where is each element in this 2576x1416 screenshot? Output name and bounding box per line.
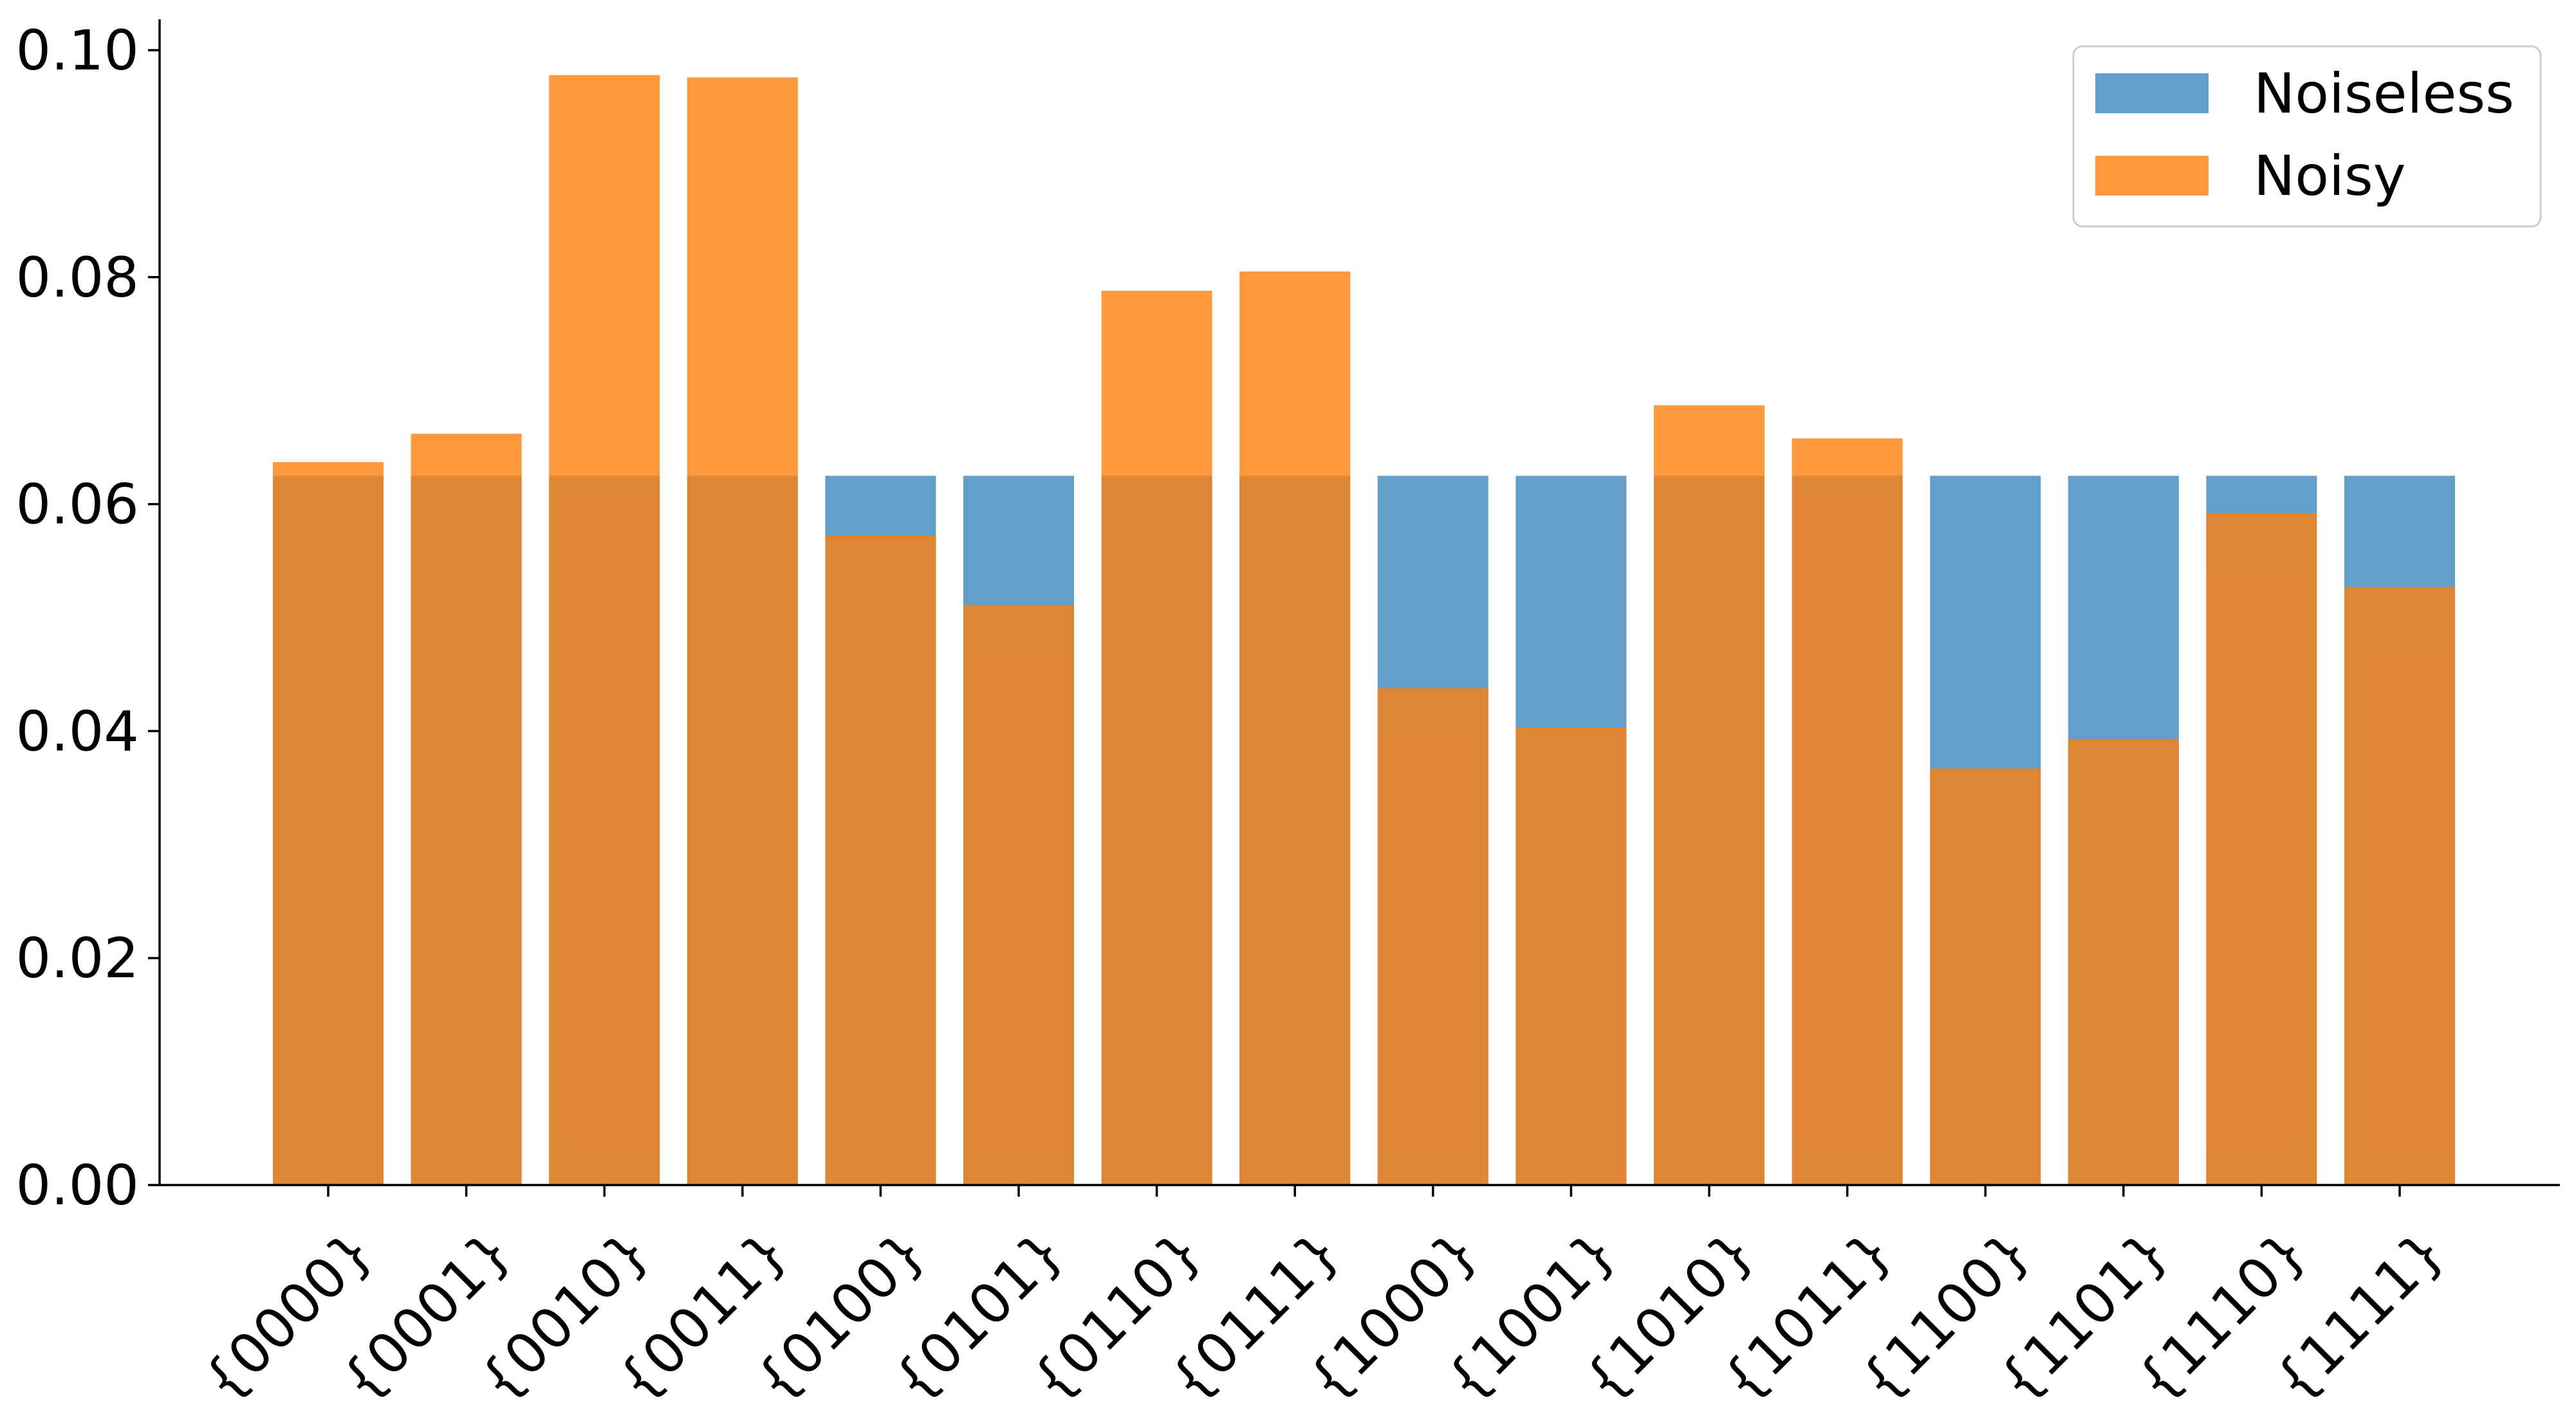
bar-noisy-8	[1377, 688, 1488, 1185]
bar-noisy-11	[1792, 438, 1903, 1185]
legend-swatch-noisy	[2095, 156, 2209, 196]
bar-noisy-15	[2344, 587, 2455, 1185]
legend-swatch-noiseless	[2095, 73, 2209, 113]
y-tick-label: 0.08	[16, 246, 139, 310]
bar-noisy-12	[1930, 768, 2041, 1185]
series-noisy	[273, 75, 2455, 1186]
bar-noisy-5	[963, 605, 1074, 1185]
legend-label-noisy: Noisy	[2254, 144, 2406, 208]
y-tick-label: 0.06	[16, 473, 139, 537]
bar-noisy-6	[1101, 291, 1212, 1185]
legend: Noiseless Noisy	[2072, 45, 2542, 228]
y-tick-label: 0.02	[16, 926, 139, 991]
bar-noisy-13	[2068, 739, 2179, 1185]
bar-noisy-1	[411, 434, 522, 1186]
bar-noisy-10	[1654, 405, 1765, 1185]
bar-noisy-2	[549, 75, 660, 1185]
y-tick-label: 0.04	[16, 699, 139, 764]
bar-noisy-0	[273, 462, 384, 1185]
legend-label-noiseless: Noiseless	[2254, 62, 2514, 126]
axes-layer	[158, 19, 2560, 1186]
bar-noisy-14	[2206, 513, 2317, 1186]
bar-noisy-7	[1239, 271, 1351, 1185]
bar-noisy-3	[687, 77, 798, 1185]
bar-noisy-9	[1515, 728, 1627, 1185]
y-tick-label: 0.10	[16, 19, 139, 83]
y-tick-label: 0.00	[16, 1154, 139, 1218]
bar-noisy-4	[825, 536, 936, 1185]
bars-layer	[273, 75, 2455, 1186]
